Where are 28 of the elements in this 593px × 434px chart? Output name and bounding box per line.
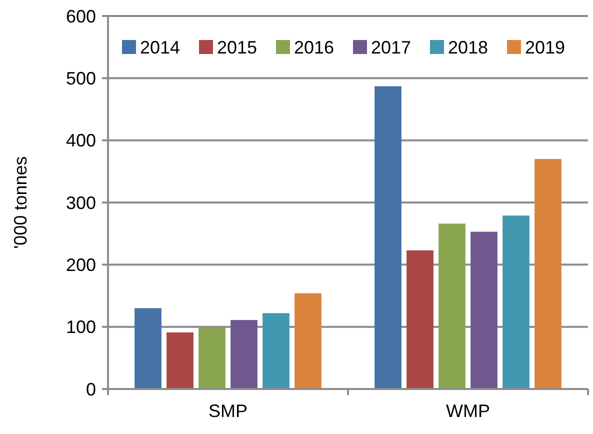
- bar: [262, 313, 290, 389]
- bar: [134, 308, 162, 389]
- bar: [166, 332, 194, 389]
- y-axis-title: '000 tonnes: [10, 156, 30, 249]
- x-tick-label: SMP: [208, 401, 248, 421]
- legend-label: 2016: [294, 37, 334, 58]
- legend-label: 2018: [448, 37, 488, 58]
- bar: [502, 216, 530, 389]
- y-tick-label: 500: [66, 68, 96, 88]
- legend-label: 2017: [371, 37, 412, 58]
- y-tick-label: 0: [86, 379, 96, 400]
- y-tick-label: 100: [66, 317, 96, 338]
- bar: [374, 86, 402, 389]
- bar: [230, 320, 258, 389]
- legend-label: 2015: [217, 37, 258, 58]
- y-tick-label: 400: [66, 130, 96, 151]
- legend-label: 2019: [525, 37, 566, 58]
- x-tick-label: WMP: [446, 401, 490, 421]
- bar: [406, 250, 434, 389]
- bar: [294, 293, 322, 389]
- y-tick-label: 200: [66, 254, 96, 275]
- bar: [534, 158, 562, 389]
- bar: [438, 224, 466, 389]
- legend-label: 2014: [140, 37, 180, 58]
- bar: [198, 327, 226, 389]
- bar: [470, 232, 498, 389]
- y-tick-label: 600: [66, 6, 96, 26]
- y-tick-label: 300: [66, 192, 96, 213]
